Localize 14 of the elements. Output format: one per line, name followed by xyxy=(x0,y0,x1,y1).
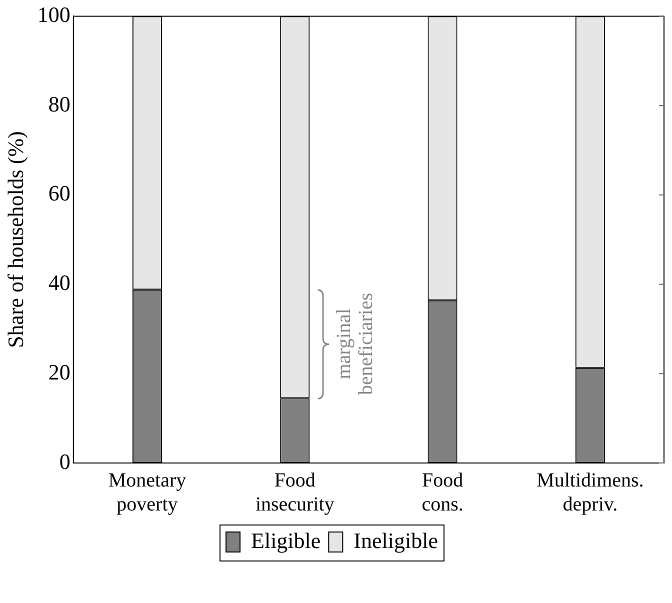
legend-label: Eligible xyxy=(251,528,321,553)
y-tick-label: 100 xyxy=(37,2,70,27)
y-tick-label: 60 xyxy=(48,180,70,206)
x-tick-label: Monetary poverty xyxy=(108,469,186,516)
y-tick-label: 0 xyxy=(59,448,70,474)
y-tick-label: 20 xyxy=(48,359,70,384)
y-axis-title: Share of households (%) xyxy=(2,131,28,348)
x-tick-label: Food insecurity xyxy=(255,469,334,516)
x-tick-label: Multidimens. depriv. xyxy=(536,469,644,516)
annotation: marginal beneficiaries xyxy=(333,292,378,396)
y-tick-label: 40 xyxy=(48,270,70,296)
x-tick-label: Food cons. xyxy=(422,469,464,516)
legend-label: Ineligible xyxy=(354,528,438,553)
y-tick-label: 80 xyxy=(48,91,70,116)
